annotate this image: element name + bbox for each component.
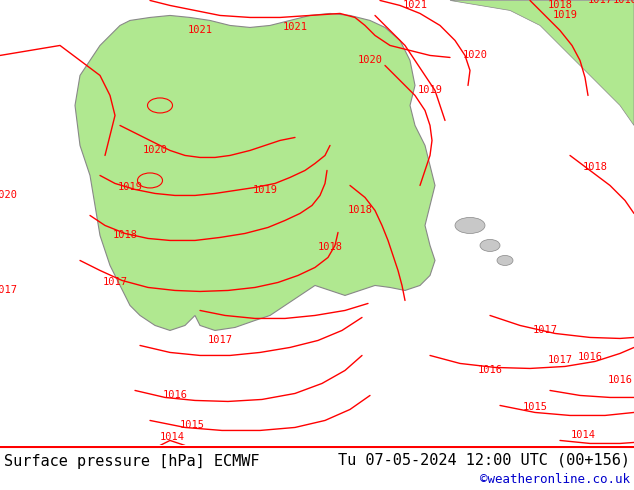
Text: Tu 07-05-2024 12:00 UTC (00+156): Tu 07-05-2024 12:00 UTC (00+156) [338, 452, 630, 467]
Text: 1017: 1017 [533, 325, 557, 336]
Text: 1021: 1021 [188, 25, 212, 35]
Polygon shape [450, 0, 634, 125]
Text: 1018: 1018 [112, 230, 138, 241]
Text: 1019: 1019 [252, 185, 278, 196]
Text: 1020: 1020 [143, 146, 167, 155]
Text: 1016: 1016 [162, 391, 188, 400]
Ellipse shape [497, 255, 513, 266]
Text: 1019: 1019 [552, 10, 578, 21]
Text: 1020: 1020 [462, 50, 488, 60]
Text: Surface pressure [hPa] ECMWF: Surface pressure [hPa] ECMWF [4, 454, 259, 469]
Text: 1017: 1017 [588, 0, 612, 5]
Text: 1015: 1015 [179, 420, 205, 430]
Text: 1018: 1018 [548, 0, 573, 10]
Ellipse shape [455, 218, 485, 233]
Text: 1016: 1016 [477, 366, 503, 375]
Ellipse shape [480, 240, 500, 251]
Text: 1014: 1014 [571, 430, 595, 441]
Text: 1020: 1020 [0, 191, 18, 200]
Text: 1020: 1020 [358, 55, 382, 66]
Text: 1018: 1018 [583, 163, 607, 172]
Text: 1017: 1017 [548, 355, 573, 366]
Text: 1017: 1017 [0, 286, 18, 295]
Text: 1016: 1016 [578, 352, 602, 363]
Text: 1019: 1019 [117, 182, 143, 193]
Text: 1016: 1016 [607, 375, 633, 386]
Text: 1018: 1018 [347, 205, 373, 216]
Text: 1015: 1015 [522, 402, 548, 413]
Text: 1021: 1021 [403, 0, 427, 10]
Text: 1021: 1021 [283, 23, 307, 32]
Text: 1014: 1014 [160, 433, 184, 442]
Text: 1017: 1017 [103, 277, 127, 288]
Text: 1018: 1018 [612, 0, 634, 5]
Polygon shape [75, 13, 435, 330]
Text: ©weatheronline.co.uk: ©weatheronline.co.uk [480, 473, 630, 487]
Text: 1017: 1017 [207, 336, 233, 345]
Text: 1019: 1019 [418, 85, 443, 96]
Text: 1018: 1018 [318, 243, 342, 252]
